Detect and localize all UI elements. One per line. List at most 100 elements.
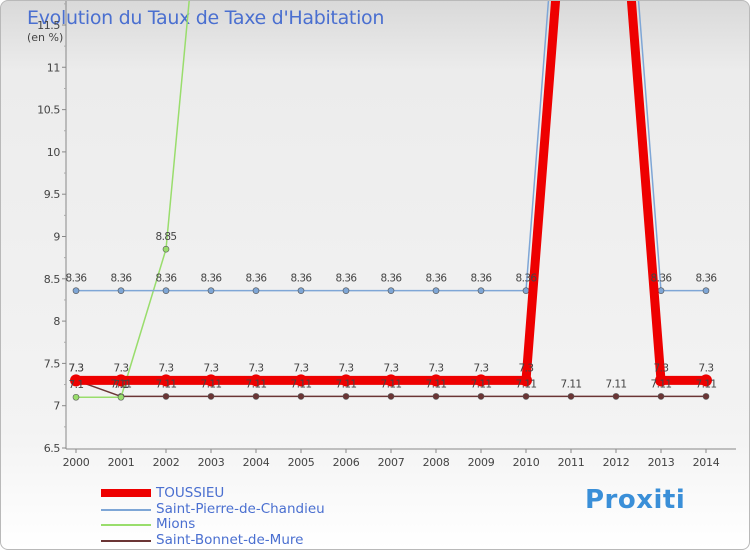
data-label-toussieu: 7.3 [69, 362, 84, 374]
x-tick-label: 2004 [243, 456, 270, 469]
x-tick-label: 2008 [423, 456, 450, 469]
data-point-toussieu [70, 374, 82, 387]
chart-subtitle: (en %) [27, 31, 64, 44]
data-point-saint-pierre-de-chandieu [342, 287, 350, 294]
data-point-saint-bonnet-de-mure [612, 393, 620, 400]
y-tick-label: 6.5 [44, 442, 61, 455]
data-label-saint-bonnet-de-mure: 7.11 [291, 378, 312, 390]
y-tick-label: 11 [47, 61, 60, 74]
data-label-mions: 8.85 [156, 231, 177, 243]
data-point-toussieu [655, 374, 667, 387]
data-point-toussieu [205, 374, 217, 387]
data-label-toussieu: 7.3 [249, 362, 264, 374]
series-line-mions [75, 1, 190, 398]
data-point-saint-bonnet-de-mure [207, 393, 215, 400]
data-label-saint-pierre-de-chandieu: 8.36 [111, 273, 133, 285]
data-label-saint-pierre-de-chandieu: 8.36 [651, 273, 673, 285]
legend-label-saint-pierre-de-chandieu: Saint-Pierre-de-Chandieu [156, 500, 325, 517]
legend-swatch-toussieu [101, 489, 151, 497]
legend-label-mions: Mions [156, 516, 196, 532]
data-point-saint-bonnet-de-mure [252, 393, 260, 400]
data-label-saint-pierre-de-chandieu: 8.36 [471, 273, 493, 285]
data-label-mions: 7.1 [114, 379, 129, 391]
data-label-toussieu: 7.3 [159, 362, 174, 374]
data-label-saint-bonnet-de-mure: 7.11 [651, 378, 672, 390]
data-label-saint-pierre-de-chandieu: 8.36 [516, 273, 538, 285]
data-label-saint-bonnet-de-mure: 7.11 [696, 378, 717, 390]
x-tick-label: 2005 [288, 456, 315, 469]
data-label-toussieu: 7.3 [384, 362, 399, 374]
data-point-toussieu [430, 374, 442, 387]
x-tick-label: 2006 [333, 456, 360, 469]
data-point-mions [72, 393, 80, 401]
x-tick-label: 2013 [648, 456, 675, 469]
data-label-saint-bonnet-de-mure: 7.11 [201, 378, 222, 390]
series-line-toussieu [71, 1, 711, 385]
data-point-saint-bonnet-de-mure [342, 393, 350, 400]
data-label-saint-bonnet-de-mure: 7.11 [381, 378, 402, 390]
y-tick-label: 7.5 [44, 357, 61, 370]
data-label-saint-pierre-de-chandieu: 8.36 [246, 273, 268, 285]
data-point-saint-pierre-de-chandieu [702, 287, 710, 294]
data-label-saint-pierre-de-chandieu: 8.36 [201, 273, 223, 285]
data-label-toussieu: 7.3 [429, 362, 444, 374]
y-tick-label: 9 [53, 231, 60, 244]
x-tick-label: 2000 [63, 456, 90, 469]
y-tick-label: 8 [53, 315, 60, 328]
y-tick-label: 10.5 [37, 104, 60, 117]
data-label-saint-bonnet-de-mure: 7.11 [561, 378, 582, 390]
data-label-toussieu: 7.3 [654, 362, 669, 374]
data-label-saint-bonnet-de-mure: 7.11 [516, 378, 537, 390]
data-point-saint-pierre-de-chandieu [477, 287, 485, 294]
data-label-saint-pierre-de-chandieu: 8.36 [381, 273, 403, 285]
series-line-saint-pierre-de-chandieu [75, 1, 707, 292]
data-point-saint-pierre-de-chandieu [522, 287, 530, 294]
data-point-saint-pierre-de-chandieu [297, 287, 305, 294]
data-label-saint-bonnet-de-mure: 7.11 [111, 378, 132, 390]
legend-label-toussieu: TOUSSIEU [156, 485, 225, 501]
data-point-saint-pierre-de-chandieu [117, 287, 125, 294]
data-label-mions: 7.1 [69, 379, 84, 391]
data-point-mions [162, 245, 170, 253]
data-point-saint-pierre-de-chandieu [387, 287, 395, 294]
x-tick-label: 2009 [468, 456, 495, 469]
data-point-toussieu [700, 374, 712, 387]
data-point-saint-pierre-de-chandieu [207, 287, 215, 294]
data-label-saint-bonnet-de-mure: 7.11 [606, 378, 627, 390]
data-point-saint-bonnet-de-mure [522, 393, 530, 400]
data-label-toussieu: 7.3 [294, 362, 309, 374]
data-point-toussieu [160, 374, 172, 387]
chart-title: Evolution du Taux de Taxe d'Habitation [27, 7, 385, 29]
x-tick-label: 2003 [198, 456, 225, 469]
x-tick-label: 2001 [108, 456, 135, 469]
data-point-toussieu [385, 374, 397, 387]
x-tick-label: 2002 [153, 456, 180, 469]
data-point-saint-pierre-de-chandieu [162, 287, 170, 294]
data-label-saint-bonnet-de-mure: 7.11 [471, 378, 492, 390]
data-point-saint-pierre-de-chandieu [72, 287, 80, 294]
data-point-toussieu [250, 374, 262, 387]
x-tick-label: 2011 [558, 456, 585, 469]
y-tick-label: 8.5 [44, 273, 61, 286]
data-point-toussieu [475, 374, 487, 387]
legend-label-saint-bonnet-de-mure: Saint-Bonnet-de-Mure [156, 531, 304, 548]
x-tick-label: 2007 [378, 456, 405, 469]
legend-swatch-saint-pierre-de-chandieu [101, 508, 151, 511]
data-point-saint-bonnet-de-mure [702, 393, 710, 400]
data-label-toussieu: 7.3 [114, 362, 129, 374]
data-label-saint-bonnet-de-mure: 7.11 [336, 378, 357, 390]
y-tick-label: 7 [53, 400, 60, 413]
data-point-saint-bonnet-de-mure [162, 393, 170, 400]
data-point-saint-pierre-de-chandieu [252, 287, 260, 294]
data-point-saint-pierre-de-chandieu [657, 287, 665, 294]
data-label-saint-pierre-de-chandieu: 8.36 [336, 273, 358, 285]
data-label-saint-bonnet-de-mure: 7.11 [246, 378, 267, 390]
data-point-saint-bonnet-de-mure [567, 393, 575, 400]
data-point-saint-pierre-de-chandieu [432, 287, 440, 294]
data-label-toussieu: 7.3 [474, 362, 489, 374]
data-label-saint-pierre-de-chandieu: 8.36 [156, 273, 178, 285]
data-label-toussieu: 7.3 [204, 362, 219, 374]
y-tick-label: 11.5 [37, 19, 60, 32]
y-tick-label: 9.5 [44, 188, 61, 201]
